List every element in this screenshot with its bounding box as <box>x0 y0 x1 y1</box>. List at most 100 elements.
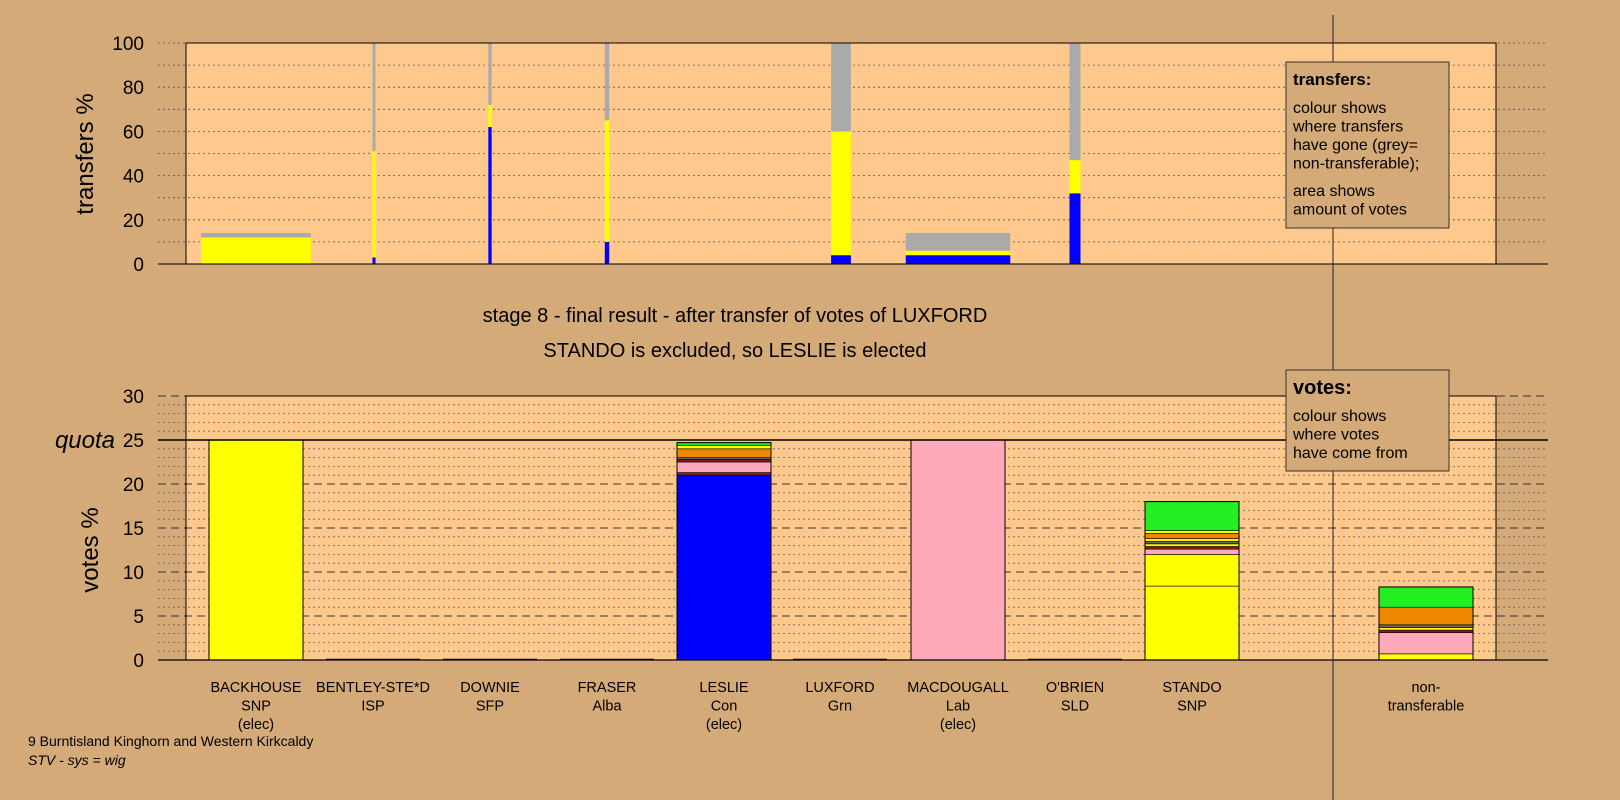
vote-bar-segment <box>676 448 772 458</box>
transfer-bar-segment <box>831 131 851 256</box>
candidate-label: STANDO <box>1162 680 1221 696</box>
vote-bar-segment <box>208 439 304 661</box>
vote-bar-segment <box>1144 548 1240 555</box>
vote-bar-segment <box>1378 632 1474 655</box>
candidate-label: SNP <box>1177 699 1207 715</box>
candidate-label: O'BRIEN <box>1046 680 1104 696</box>
vote-bar-segment <box>676 461 772 473</box>
transfer-bar-segment <box>201 237 311 264</box>
candidate-label: SFP <box>476 699 504 715</box>
transfers-legend-line: area shows <box>1293 183 1375 200</box>
candidate-label: BACKHOUSE <box>210 680 301 696</box>
vote-bar-segment <box>1144 530 1240 534</box>
candidate-label: Lab <box>946 699 970 715</box>
vote-bar-segment <box>1378 627 1474 631</box>
transfers-legend-title: transfers: <box>1293 70 1371 89</box>
transfer-bar-segment <box>831 255 851 264</box>
vote-bar-segment <box>1144 546 1240 550</box>
vote-bar-segment <box>1378 629 1474 634</box>
vote-bar-segment <box>1144 585 1240 661</box>
candidate-label: transferable <box>1388 699 1465 715</box>
transfers-tick-label: 80 <box>123 78 144 99</box>
vote-bar-segment <box>1378 606 1474 626</box>
transfer-bar-segment <box>604 120 610 242</box>
transfer-bar-segment <box>372 257 376 264</box>
transfer-bar-segment <box>1069 160 1081 194</box>
transfer-bar-segment <box>604 241 610 264</box>
votes-legend-line: where votes <box>1292 427 1379 444</box>
transfer-bar-segment <box>372 151 376 258</box>
quota-label: quota <box>55 427 115 454</box>
vote-bar-segment <box>1144 501 1240 531</box>
transfer-bar-segment <box>831 43 851 132</box>
votes-legend-line: colour shows <box>1293 408 1386 425</box>
vote-bar-segment <box>676 474 772 661</box>
candidate-label: Con <box>711 699 738 715</box>
vote-bar-segment <box>1144 543 1240 547</box>
stage-subtitle: STANDO is excluded, so LESLIE is elected <box>543 340 926 362</box>
votes-tick-label: 5 <box>133 607 144 628</box>
system-label: STV - sys = wig <box>28 752 126 768</box>
votes-tick-label: 0 <box>133 651 144 672</box>
transfers-legend-line: amount of votes <box>1293 202 1407 219</box>
transfer-bar-segment <box>488 43 492 105</box>
vote-bar-segment <box>676 459 772 463</box>
candidate-label: FRASER <box>578 680 637 696</box>
votes-tick-label: 10 <box>123 563 144 584</box>
transfer-bar-segment <box>201 233 311 238</box>
vote-bar-segment <box>1144 538 1240 542</box>
vote-bar-segment <box>676 472 772 476</box>
votes-tick-label: 30 <box>123 387 144 408</box>
vote-bar-segment <box>1144 540 1240 545</box>
transfers-legend-line: have gone (grey= <box>1293 137 1418 154</box>
vote-bar-segment <box>1378 586 1474 608</box>
votes-axis-title: votes % <box>77 507 104 592</box>
transfers-tick-label: 60 <box>123 122 144 143</box>
candidate-label: LESLIE <box>699 680 748 696</box>
candidate-label: (elec) <box>706 717 742 733</box>
transfer-bar-segment <box>372 43 376 152</box>
votes-tick-label: 25 <box>123 431 144 452</box>
transfers-legend-line: non-transferable); <box>1293 156 1419 173</box>
candidate-label: MACDOUGALL <box>907 680 1009 696</box>
transfer-bar-segment <box>488 104 492 127</box>
candidate-label: SNP <box>241 699 271 715</box>
votes-tick-label: 20 <box>123 475 144 496</box>
transfers-tick-label: 40 <box>123 167 144 188</box>
transfer-bar-segment <box>488 126 492 264</box>
candidate-label: BENTLEY-STE*D <box>316 680 430 696</box>
transfer-bar-segment <box>905 255 1011 264</box>
candidate-label: (elec) <box>940 717 976 733</box>
candidate-label: non- <box>1411 680 1440 696</box>
transfers-tick-label: 20 <box>123 211 144 232</box>
transfer-bar-segment <box>905 250 1011 256</box>
candidate-label: (elec) <box>238 717 274 733</box>
votes-legend-title: votes: <box>1293 377 1352 399</box>
transfer-bar-segment <box>604 43 610 121</box>
ward-name: 9 Burntisland Kinghorn and Western Kirkc… <box>28 733 313 749</box>
transfer-bar-segment <box>1069 193 1081 264</box>
votes-legend-box <box>1285 369 1450 472</box>
transfers-axis-title: transfers % <box>72 93 99 214</box>
vote-bar-segment <box>676 444 772 450</box>
transfers-tick-label: 0 <box>133 255 144 276</box>
vote-bar-segment <box>1144 532 1240 539</box>
candidate-label: DOWNIE <box>460 680 520 696</box>
vote-bar-segment <box>1378 624 1474 628</box>
votes-legend-line: have come from <box>1293 445 1408 462</box>
transfer-bar-segment <box>1069 43 1081 161</box>
transfers-legend-line: colour shows <box>1293 100 1386 117</box>
transfers-tick-label: 100 <box>112 34 144 55</box>
transfers-legend-line: where transfers <box>1292 119 1403 136</box>
candidate-label: LUXFORD <box>805 680 874 696</box>
transfers-legend-box <box>1285 61 1450 229</box>
candidate-label: Grn <box>828 699 852 715</box>
vote-bar-segment <box>1378 653 1474 661</box>
transfer-bar-segment <box>905 233 1011 251</box>
vote-bar-segment <box>1144 554 1240 587</box>
candidate-label: SLD <box>1061 699 1089 715</box>
candidate-label: ISP <box>361 699 384 715</box>
vote-bar-segment <box>910 439 1006 661</box>
votes-tick-label: 15 <box>123 519 144 540</box>
